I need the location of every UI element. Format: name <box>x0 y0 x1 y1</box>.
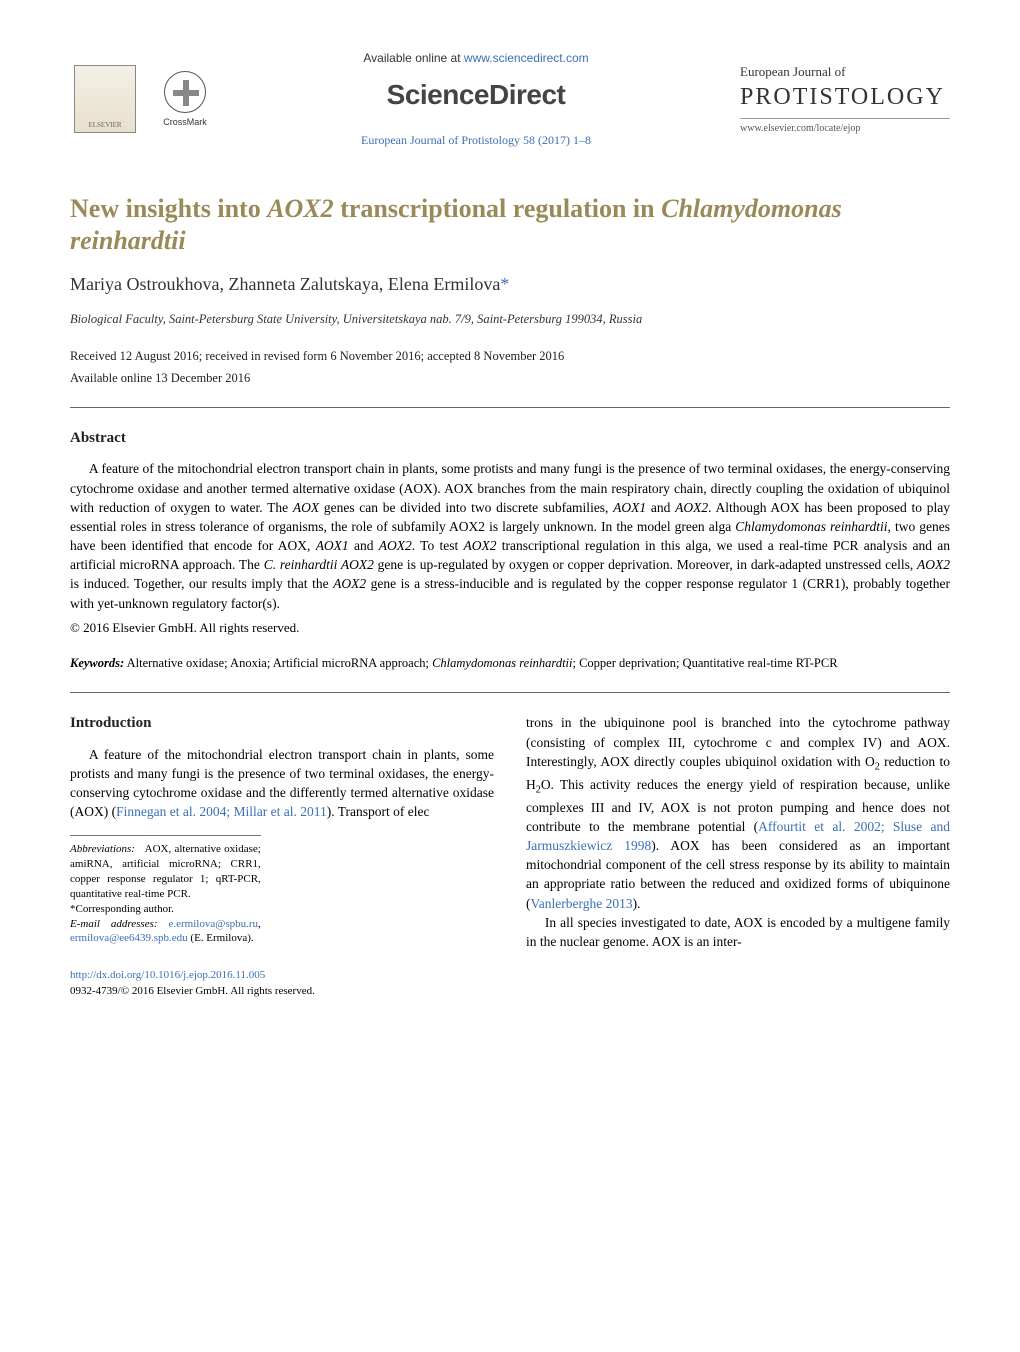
issn-copyright: 0932-4739/© 2016 Elsevier GmbH. All righ… <box>70 984 494 999</box>
introduction-para-1a: A feature of the mitochondrial electron … <box>70 745 494 822</box>
copyright-line: © 2016 Elsevier GmbH. All rights reserve… <box>70 619 950 637</box>
email-2[interactable]: ermilova@ee6439.spb.edu <box>70 932 188 944</box>
introduction-section: Introduction A feature of the mitochondr… <box>70 713 950 999</box>
available-online-date: Available online 13 December 2016 <box>70 370 950 388</box>
divider <box>70 407 950 408</box>
available-online-line: Available online at www.sciencedirect.co… <box>230 50 722 67</box>
introduction-para-1b: trons in the ubiquinone pool is branched… <box>526 713 950 912</box>
doi-url[interactable]: http://dx.doi.org/10.1016/j.ejop.2016.11… <box>70 968 494 983</box>
email-tail: (E. Ermilova). <box>188 932 254 944</box>
header-center: Available online at www.sciencedirect.co… <box>230 50 722 149</box>
journal-title-block: European Journal of PROTISTOLOGY www.els… <box>740 63 950 137</box>
article-title: New insights into AOX2 transcriptional r… <box>70 193 950 258</box>
abstract-body: A feature of the mitochondrial electron … <box>70 459 950 612</box>
corresponding-star: * <box>500 274 509 294</box>
author-list: Mariya Ostroukhova, Zhanneta Zalutskaya,… <box>70 272 950 297</box>
abbrev-label: Abbreviations: <box>70 843 135 855</box>
sciencedirect-logo: ScienceDirect <box>230 75 722 114</box>
abbreviations-line: Abbreviations: AOX, alternative oxidase;… <box>70 842 261 901</box>
email-1[interactable]: e.ermilova@spbu.ru <box>168 918 258 930</box>
title-gene: AOX2 <box>267 194 333 223</box>
journal-supertitle: European Journal of <box>740 63 950 81</box>
abstract-section: Abstract A feature of the mitochondrial … <box>70 428 950 636</box>
title-part-2: transcriptional regulation in <box>334 194 661 223</box>
corresponding-author-line: *Corresponding author. <box>70 902 261 917</box>
crossmark-icon <box>164 71 206 113</box>
divider <box>70 692 950 693</box>
elsevier-tree-icon: ELSEVIER <box>74 65 136 133</box>
journal-header: ELSEVIER CrossMark Available online at w… <box>70 50 950 149</box>
introduction-heading: Introduction <box>70 713 494 734</box>
doi-block: http://dx.doi.org/10.1016/j.ejop.2016.11… <box>70 968 494 999</box>
crossmark-label: CrossMark <box>158 116 212 129</box>
journal-title: PROTISTOLOGY <box>740 81 950 120</box>
keywords-text: Alternative oxidase; Anoxia; Artificial … <box>127 656 838 670</box>
crossmark-widget[interactable]: CrossMark <box>158 71 212 129</box>
title-part-1: New insights into <box>70 194 267 223</box>
keywords-label: Keywords: <box>70 656 124 670</box>
authors-text: Mariya Ostroukhova, Zhanneta Zalutskaya,… <box>70 274 500 294</box>
introduction-para-2: In all species investigated to date, AOX… <box>526 913 950 951</box>
journal-locate-url[interactable]: www.elsevier.com/locate/ejop <box>740 122 950 136</box>
affiliation: Biological Faculty, Saint-Petersburg Sta… <box>70 311 950 329</box>
keywords-block: Keywords: Alternative oxidase; Anoxia; A… <box>70 655 950 673</box>
abstract-heading: Abstract <box>70 428 950 449</box>
footnotes-block: Abbreviations: AOX, alternative oxidase;… <box>70 835 261 946</box>
journal-citation[interactable]: European Journal of Protistology 58 (201… <box>230 132 722 149</box>
elsevier-logo: ELSEVIER <box>70 60 140 138</box>
available-prefix: Available online at <box>363 51 464 65</box>
email-sep: , <box>258 918 261 930</box>
received-line: Received 12 August 2016; received in rev… <box>70 348 950 366</box>
article-page: ELSEVIER CrossMark Available online at w… <box>0 0 1020 1039</box>
sciencedirect-url[interactable]: www.sciencedirect.com <box>464 51 589 65</box>
elsevier-label: ELSEVIER <box>88 121 121 131</box>
email-line: E-mail addresses: e.ermilova@spbu.ru, er… <box>70 917 261 947</box>
email-label: E-mail addresses: <box>70 918 158 930</box>
